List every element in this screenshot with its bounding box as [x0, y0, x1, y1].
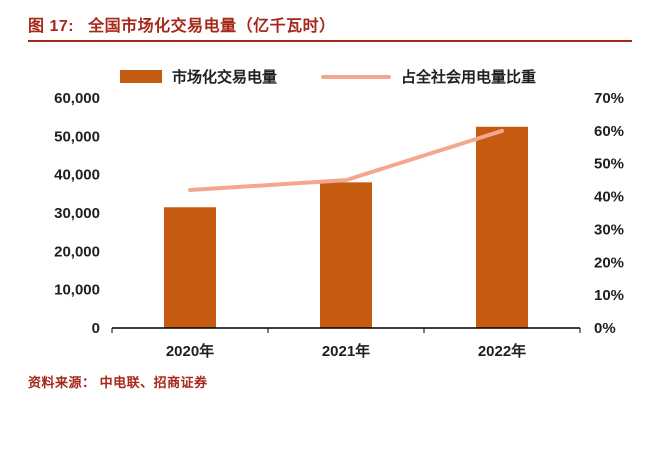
svg-text:10%: 10% [594, 287, 624, 304]
svg-text:40,000: 40,000 [54, 167, 100, 184]
legend-label-line: 占全社会用电量比重 [401, 69, 537, 86]
page-title: 全国市场化交易电量（亿千瓦时） [88, 18, 336, 35]
svg-text:2020年: 2020年 [166, 342, 214, 360]
legend-label-bar: 市场化交易电量 [171, 69, 277, 86]
figure-label: 图 17: [28, 18, 75, 35]
title-underline [28, 40, 632, 42]
legend-item-bar: 市场化交易电量 [119, 66, 277, 87]
svg-text:30,000: 30,000 [54, 205, 100, 222]
svg-text:0: 0 [92, 320, 100, 337]
svg-text:0%: 0% [594, 320, 616, 337]
svg-text:70%: 70% [594, 90, 624, 107]
svg-text:60,000: 60,000 [54, 90, 100, 107]
svg-text:40%: 40% [594, 189, 624, 206]
legend-item-line: 占全社会用电量比重 [321, 66, 536, 87]
chart-legend: 市场化交易电量 占全社会用电量比重 [0, 66, 656, 87]
svg-text:60%: 60% [594, 123, 624, 140]
svg-text:20,000: 20,000 [54, 243, 100, 260]
svg-text:20%: 20% [594, 254, 624, 271]
combo-chart: 0 10,000 20,000 30,000 40,000 50,000 60,000 0% 1… [54, 90, 624, 360]
svg-text:30%: 30% [594, 221, 624, 238]
svg-text:50%: 50% [594, 156, 624, 173]
bar-swatch-icon [119, 70, 162, 83]
svg-text:2022年: 2022年 [478, 342, 526, 360]
svg-text:2021年: 2021年 [322, 342, 370, 360]
svg-text:50,000: 50,000 [54, 128, 100, 145]
line-swatch-icon [321, 74, 391, 79]
source-note: 资料来源： 中电联、招商证券 [28, 375, 208, 390]
svg-text:10,000: 10,000 [54, 282, 100, 299]
figure-header: 图 17: 全国市场化交易电量（亿千瓦时） [28, 12, 628, 36]
